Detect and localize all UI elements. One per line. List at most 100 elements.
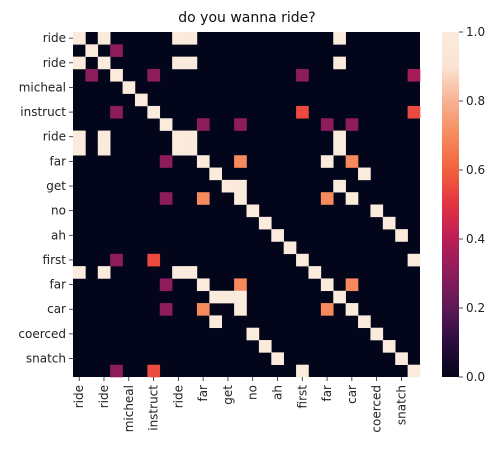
x-tick-label: no bbox=[246, 385, 260, 400]
heatmap-cell bbox=[97, 130, 111, 144]
heatmap-cell bbox=[147, 68, 161, 82]
heatmap-cell bbox=[147, 364, 161, 378]
x-tick-label: ah bbox=[270, 385, 284, 400]
y-tick-label: ride bbox=[43, 130, 66, 144]
heatmap-cell bbox=[196, 155, 210, 168]
heatmap-cell bbox=[172, 130, 185, 144]
heatmap-cell bbox=[345, 118, 359, 131]
colorbar-tick-label: 0.6 bbox=[466, 163, 485, 177]
colorbar-tick-label: 0.8 bbox=[466, 94, 485, 108]
heatmap-cell bbox=[97, 142, 111, 156]
y-tick-label: ah bbox=[51, 228, 66, 242]
x-tick-label: instruct bbox=[147, 385, 161, 431]
y-tick-label: instruct bbox=[20, 105, 66, 119]
heatmap-cell bbox=[209, 290, 223, 304]
colorbar-tick-label: 1.0 bbox=[466, 25, 485, 39]
heatmap-cell bbox=[234, 290, 247, 304]
heatmap-cell bbox=[97, 56, 111, 70]
heatmap-cell bbox=[209, 315, 223, 329]
heatmap-cell bbox=[358, 315, 371, 329]
heatmap-cell bbox=[370, 204, 384, 218]
heatmap-cell bbox=[221, 290, 235, 304]
heatmap-cell bbox=[320, 192, 334, 205]
heatmap-cell bbox=[333, 290, 346, 304]
heatmap-cell bbox=[296, 68, 309, 82]
heatmap-cell bbox=[296, 105, 309, 119]
colorbar: 0.0 0.2 0.4 0.6 0.8 1.0 bbox=[442, 25, 485, 384]
heatmap-cell bbox=[320, 118, 334, 131]
heatmap-cell bbox=[97, 32, 111, 45]
heatmap-cell bbox=[85, 68, 99, 82]
y-tick-label: far bbox=[49, 154, 66, 168]
heatmap-cell bbox=[159, 303, 173, 316]
heatmap-cell bbox=[345, 278, 359, 292]
heatmap-cell bbox=[382, 216, 396, 230]
heatmap-cell bbox=[246, 204, 260, 218]
heatmap-cell bbox=[159, 192, 173, 205]
heatmap-cell bbox=[73, 56, 86, 70]
colorbar-tick-label: 0.4 bbox=[466, 232, 485, 246]
x-axis: ride ride micheal instruct ride far get no ah fir… bbox=[72, 377, 408, 433]
heatmap-cell bbox=[110, 105, 123, 119]
y-axis: ride ride micheal instruct ride far get no ah fir… bbox=[18, 31, 73, 366]
heatmap-cell bbox=[73, 32, 86, 45]
heatmap-cell bbox=[296, 364, 309, 378]
heatmap-cell bbox=[258, 340, 272, 353]
colorbar-gradient bbox=[442, 32, 459, 377]
heatmap-cell bbox=[333, 142, 346, 156]
x-tick-label: far bbox=[320, 385, 334, 402]
heatmap-cell bbox=[407, 68, 421, 82]
heatmap-cell bbox=[395, 229, 408, 242]
heatmap-cell bbox=[382, 340, 396, 353]
heatmap-cell bbox=[172, 32, 185, 45]
heatmap-cell bbox=[345, 155, 359, 168]
heatmap-cell bbox=[110, 68, 123, 82]
y-tick-label: snatch bbox=[26, 352, 66, 366]
heatmap-cell bbox=[196, 118, 210, 131]
heatmap-cell bbox=[308, 266, 322, 279]
y-tick-label: far bbox=[49, 278, 66, 292]
heatmap-cell bbox=[184, 56, 198, 70]
heatmap-cell bbox=[320, 303, 334, 316]
heatmap-cell bbox=[134, 93, 148, 107]
heatmap-cell bbox=[358, 167, 371, 181]
heatmap-cell bbox=[196, 303, 210, 316]
heatmap-cell bbox=[184, 32, 198, 45]
heatmap-cell bbox=[234, 303, 247, 316]
heatmap-cell bbox=[370, 327, 384, 341]
y-tick-label: first bbox=[43, 253, 67, 267]
y-tick-label: coerced bbox=[18, 327, 66, 341]
y-tick-label: no bbox=[51, 204, 66, 218]
x-tick-label: get bbox=[221, 385, 235, 405]
heatmap-cell bbox=[407, 253, 421, 267]
x-tick-label: first bbox=[295, 385, 309, 409]
heatmap-cell bbox=[184, 266, 198, 279]
x-tick-label: micheal bbox=[122, 385, 136, 432]
heatmap-cell bbox=[147, 105, 161, 119]
heatmap-cell bbox=[320, 278, 334, 292]
y-tick-label: ride bbox=[43, 31, 66, 45]
heatmap-cell bbox=[172, 56, 185, 70]
heatmap-cell bbox=[85, 44, 99, 57]
heatmap-cell bbox=[234, 155, 247, 168]
x-tick-label: ride bbox=[97, 385, 111, 408]
heatmap-cell bbox=[172, 266, 185, 279]
heatmap-cell bbox=[271, 352, 284, 365]
x-tick-label: coerced bbox=[370, 385, 384, 433]
heatmap-cell bbox=[184, 142, 198, 156]
x-tick-label: ride bbox=[72, 385, 86, 408]
heatmap-cell bbox=[271, 229, 284, 242]
heatmap-cell bbox=[296, 253, 309, 267]
heatmap-cell bbox=[333, 56, 346, 70]
heatmap-cell bbox=[234, 278, 247, 292]
heatmap-cell bbox=[196, 192, 210, 205]
heatmap-cell bbox=[73, 266, 86, 279]
heatmap-cell bbox=[73, 130, 86, 144]
x-tick-label: far bbox=[196, 385, 210, 402]
heatmap-cell bbox=[159, 118, 173, 131]
y-tick-label: ride bbox=[43, 56, 66, 70]
heatmap-cells bbox=[73, 32, 421, 378]
heatmap-cell bbox=[234, 192, 247, 205]
heatmap-cell bbox=[258, 216, 272, 230]
